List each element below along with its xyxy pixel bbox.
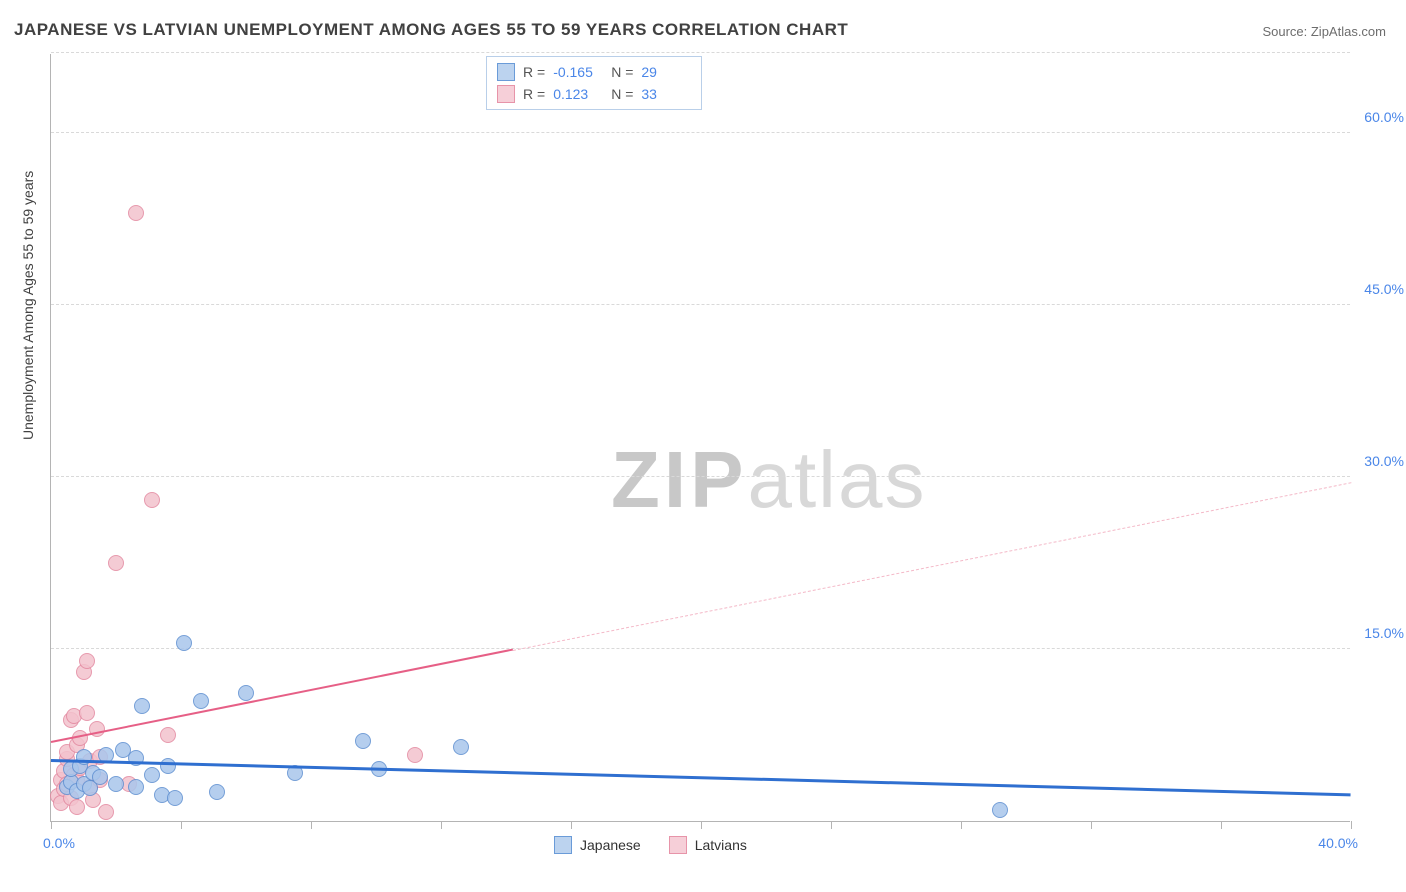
gridline: [51, 476, 1350, 477]
legend-n-value: 33: [641, 86, 691, 102]
x-tick: [181, 821, 182, 829]
x-tick: [701, 821, 702, 829]
legend-r-label: R =: [523, 86, 545, 102]
legend-n-label: N =: [611, 86, 633, 102]
legend-correlation: R = -0.165 N = 29 R = 0.123 N = 33: [486, 56, 702, 110]
data-point: [144, 767, 160, 783]
watermark-zip: ZIP: [611, 435, 747, 524]
data-point: [79, 705, 95, 721]
legend-item: Japanese: [554, 836, 641, 854]
legend-row: R = -0.165 N = 29: [497, 61, 691, 83]
y-axis-title: Unemployment Among Ages 55 to 59 years: [20, 171, 36, 440]
data-point: [355, 733, 371, 749]
y-tick-label: 45.0%: [1364, 281, 1404, 297]
y-tick-label: 60.0%: [1364, 109, 1404, 125]
data-point: [160, 758, 176, 774]
legend-n-value: 29: [641, 64, 691, 80]
plot-area: ZIPatlas 15.0%30.0%45.0%60.0%0.0%40.0%: [50, 54, 1350, 822]
data-point: [407, 747, 423, 763]
legend-item: Latvians: [669, 836, 747, 854]
legend-swatch: [497, 63, 515, 81]
data-point: [193, 693, 209, 709]
y-tick-label: 15.0%: [1364, 625, 1404, 641]
data-point: [238, 685, 254, 701]
data-point: [79, 653, 95, 669]
x-tick-label-min: 0.0%: [43, 835, 75, 851]
source-credit: Source: ZipAtlas.com: [1262, 24, 1386, 39]
legend-r-label: R =: [523, 64, 545, 80]
legend-r-value: 0.123: [553, 86, 603, 102]
source-link[interactable]: ZipAtlas.com: [1311, 24, 1386, 39]
data-point: [209, 784, 225, 800]
legend-swatch: [669, 836, 687, 854]
x-tick: [311, 821, 312, 829]
gridline: [51, 304, 1350, 305]
gridline: [51, 648, 1350, 649]
data-point: [128, 205, 144, 221]
x-tick: [441, 821, 442, 829]
data-point: [69, 799, 85, 815]
legend-row: R = 0.123 N = 33: [497, 83, 691, 105]
data-point: [128, 779, 144, 795]
data-point: [98, 804, 114, 820]
trend-line-extrapolated: [512, 482, 1351, 651]
x-tick: [1351, 821, 1352, 829]
data-point: [134, 698, 150, 714]
data-point: [160, 727, 176, 743]
data-point: [108, 776, 124, 792]
trend-line: [51, 649, 513, 743]
watermark: ZIPatlas: [611, 434, 926, 526]
legend-label: Japanese: [580, 837, 641, 853]
trend-line: [51, 759, 1351, 796]
source-label: Source:: [1262, 24, 1310, 39]
x-tick: [961, 821, 962, 829]
x-tick: [571, 821, 572, 829]
gridline: [51, 132, 1350, 133]
x-tick: [51, 821, 52, 829]
x-tick-label-max: 40.0%: [1318, 835, 1358, 851]
legend-r-value: -0.165: [553, 64, 603, 80]
data-point: [167, 790, 183, 806]
data-point: [176, 635, 192, 651]
data-point: [992, 802, 1008, 818]
data-point: [108, 555, 124, 571]
x-tick: [831, 821, 832, 829]
data-point: [453, 739, 469, 755]
x-tick: [1091, 821, 1092, 829]
y-tick-label: 30.0%: [1364, 453, 1404, 469]
data-point: [92, 769, 108, 785]
legend-series: Japanese Latvians: [554, 836, 747, 854]
legend-label: Latvians: [695, 837, 747, 853]
chart-title: JAPANESE VS LATVIAN UNEMPLOYMENT AMONG A…: [14, 20, 848, 40]
data-point: [144, 492, 160, 508]
legend-swatch: [497, 85, 515, 103]
x-tick: [1221, 821, 1222, 829]
legend-swatch: [554, 836, 572, 854]
watermark-atlas: atlas: [747, 435, 926, 524]
gridline: [51, 52, 1350, 53]
legend-n-label: N =: [611, 64, 633, 80]
